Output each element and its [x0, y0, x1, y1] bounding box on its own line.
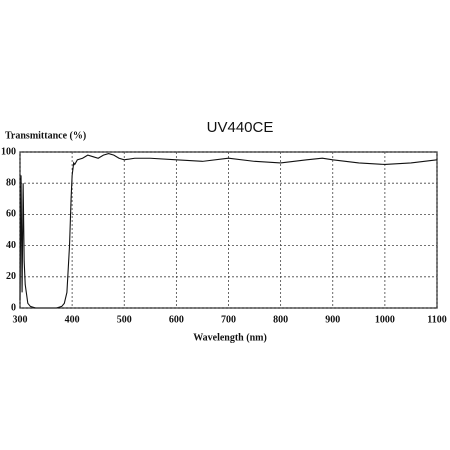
x-axis-label: Wavelength (nm) — [193, 332, 267, 343]
x-tick-label: 600 — [169, 314, 184, 325]
x-tick-label: 1000 — [375, 314, 395, 325]
x-tick-label: 1100 — [427, 314, 446, 325]
y-tick-label: 60 — [6, 209, 16, 220]
x-tick-label: 800 — [273, 314, 288, 325]
x-tick-label: 500 — [117, 314, 132, 325]
y-tick-label: 100 — [1, 146, 16, 157]
x-tick-label: 900 — [325, 314, 340, 325]
chart-title: UV440CE — [207, 119, 274, 136]
y-tick-label: 80 — [6, 177, 16, 188]
data-line — [19, 152, 438, 309]
y-axis-label: Transmittance (%) — [5, 130, 86, 141]
y-tick-label: 0 — [11, 302, 16, 313]
x-tick-label: 400 — [65, 314, 80, 325]
y-tick-label: 20 — [6, 271, 16, 282]
y-tick-label: 40 — [6, 240, 16, 251]
x-tick-label: 700 — [221, 314, 236, 325]
x-tick-label: 300 — [13, 314, 28, 325]
